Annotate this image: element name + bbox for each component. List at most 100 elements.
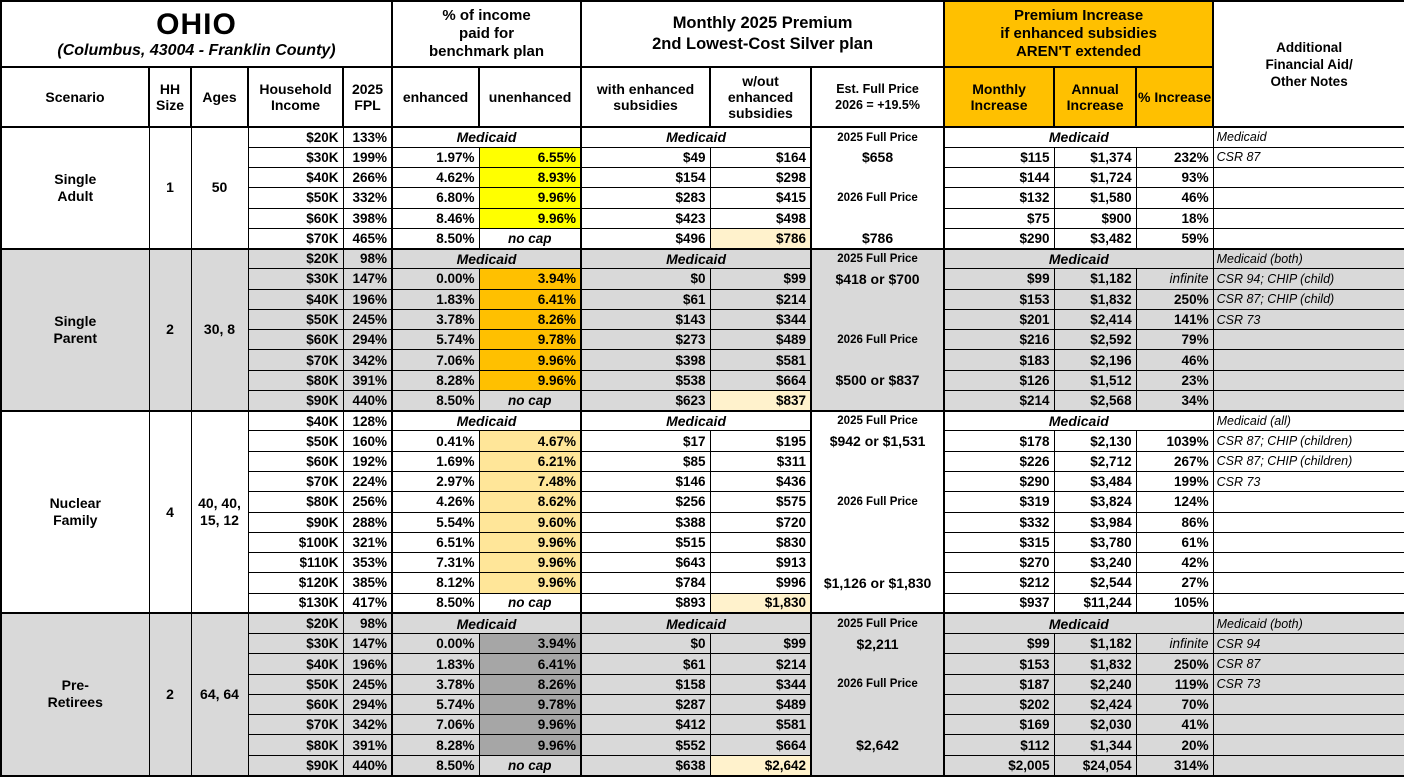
monthly-increase-cell: $99 xyxy=(943,633,1055,655)
premium-without-subsidies-cell: $164 xyxy=(709,146,812,169)
annual-increase-cell: $2,030 xyxy=(1053,714,1137,736)
premium-with-subsidies-cell: $146 xyxy=(580,471,711,493)
est-full-price-cell: 2026 Full Price xyxy=(810,329,945,350)
income-cell: $40K xyxy=(247,653,344,675)
income-cell: $50K xyxy=(247,308,344,331)
fpl-cell: 192% xyxy=(342,450,393,473)
pct-increase-cell: 1039% xyxy=(1135,430,1214,452)
no-cap-cell: no cap xyxy=(478,227,582,250)
pct-increase-cell: 105% xyxy=(1135,592,1214,614)
monthly-increase-cell: $126 xyxy=(943,369,1055,391)
income-cell: $100K xyxy=(247,531,344,554)
premium-without-subsidies-cell: $996 xyxy=(709,572,812,594)
income-cell: $110K xyxy=(247,552,344,574)
scenario-cell: Nuclear Family xyxy=(0,409,150,614)
enhanced-pct-cell: 4.26% xyxy=(391,491,480,513)
annual-increase-cell: $2,424 xyxy=(1053,693,1137,716)
fpl-cell: 256% xyxy=(342,491,393,513)
annual-increase-cell: $2,240 xyxy=(1053,673,1137,695)
premium-without-subsidies-cell: $214 xyxy=(709,288,812,310)
enhanced-pct-cell: 5.54% xyxy=(391,511,480,533)
annual-increase-cell: $3,484 xyxy=(1053,471,1137,493)
pct-increase-cell: 93% xyxy=(1135,167,1214,189)
fpl-cell: 294% xyxy=(342,693,393,716)
premium-without-subsidies-cell: $415 xyxy=(709,187,812,209)
enhanced-pct-cell: 5.74% xyxy=(391,693,480,716)
est-full-price-cell xyxy=(810,309,945,330)
notes-cell: Medicaid (both) xyxy=(1212,612,1404,635)
unenhanced-pct-cell: 9.96% xyxy=(478,714,582,736)
est-full-price-cell xyxy=(810,532,945,553)
est-full-price-cell xyxy=(810,653,945,675)
est-full-price-cell xyxy=(810,694,945,715)
premium-with-subsidies-cell: $412 xyxy=(580,714,711,736)
premium-without-subsidies-cell: $1,830 xyxy=(709,592,812,614)
annual-increase-cell: $2,414 xyxy=(1053,308,1137,331)
enhanced-pct-cell: 7.06% xyxy=(391,349,480,371)
premium-without-subsidies-cell: $2,642 xyxy=(709,754,812,777)
premium-with-subsidies-cell: $287 xyxy=(580,693,711,716)
annual-increase-cell: $11,244 xyxy=(1053,592,1137,614)
pct-increase-cell: 119% xyxy=(1135,673,1214,695)
est-full-price-cell: $2,211 xyxy=(810,633,945,654)
pct-increase-cell: 18% xyxy=(1135,207,1214,229)
est-full-price-cell xyxy=(810,755,945,776)
annual-increase-cell: $3,984 xyxy=(1053,511,1137,533)
col-header-household-income: Household Income xyxy=(247,66,344,128)
income-cell: $130K xyxy=(247,592,344,614)
notes-cell: Medicaid (all) xyxy=(1212,409,1404,432)
fpl-cell: 224% xyxy=(342,471,393,493)
annual-increase-cell: $2,592 xyxy=(1053,329,1137,351)
annual-increase-cell: $2,544 xyxy=(1053,572,1137,594)
fpl-cell: 391% xyxy=(342,369,393,391)
est-full-price-cell: 2025 Full Price xyxy=(810,247,945,269)
enhanced-pct-cell: 8.28% xyxy=(391,734,480,756)
monthly-increase-cell: $212 xyxy=(943,572,1055,594)
est-full-price-cell xyxy=(810,552,945,573)
fpl-cell: 128% xyxy=(342,409,393,432)
fpl-cell: 321% xyxy=(342,531,393,554)
enhanced-pct-cell: 8.50% xyxy=(391,389,480,412)
premium-without-subsidies-cell: $489 xyxy=(709,329,812,351)
monthly-increase-cell: $270 xyxy=(943,552,1055,574)
medicaid-benchmark-span-cell: Medicaid xyxy=(391,247,582,270)
income-cell: $50K xyxy=(247,187,344,209)
income-cell: $80K xyxy=(247,369,344,391)
pct-increase-cell: 20% xyxy=(1135,734,1214,756)
pct-increase-cell: 61% xyxy=(1135,531,1214,554)
pct-increase-cell: 59% xyxy=(1135,227,1214,250)
monthly-increase-cell: $315 xyxy=(943,531,1055,554)
income-cell: $20K xyxy=(247,247,344,270)
premium-with-subsidies-cell: $388 xyxy=(580,511,711,533)
ages-cell: 64, 64 xyxy=(190,612,249,777)
monthly-increase-cell: $290 xyxy=(943,227,1055,250)
annual-increase-cell: $3,780 xyxy=(1053,531,1137,554)
fpl-cell: 391% xyxy=(342,734,393,756)
col-header-scenario: Scenario xyxy=(0,66,150,128)
premium-with-subsidies-cell: $538 xyxy=(580,369,711,391)
pct-increase-cell: 199% xyxy=(1135,471,1214,493)
fpl-cell: 147% xyxy=(342,268,393,290)
est-full-price-cell xyxy=(810,167,945,188)
fpl-cell: 196% xyxy=(342,288,393,310)
notes-cell xyxy=(1212,552,1404,574)
fpl-cell: 288% xyxy=(342,511,393,533)
annual-increase-cell: $2,568 xyxy=(1053,389,1137,412)
premium-with-subsidies-cell: $552 xyxy=(580,734,711,756)
unenhanced-pct-cell: 9.96% xyxy=(478,531,582,554)
medicaid-increase-span-cell: Medicaid xyxy=(943,247,1214,270)
col-header-hh-size: HH Size xyxy=(148,66,192,128)
premium-with-subsidies-cell: $158 xyxy=(580,673,711,695)
fpl-cell: 342% xyxy=(342,714,393,736)
annual-increase-cell: $24,054 xyxy=(1053,754,1137,777)
annual-increase-cell: $3,240 xyxy=(1053,552,1137,574)
premium-without-subsidies-cell: $786 xyxy=(709,227,812,250)
fpl-cell: 342% xyxy=(342,349,393,371)
premium-with-subsidies-cell: $893 xyxy=(580,592,711,614)
annual-increase-cell: $1,724 xyxy=(1053,167,1137,189)
annual-increase-cell: $900 xyxy=(1053,207,1137,229)
unenhanced-pct-cell: 9.96% xyxy=(478,734,582,756)
income-cell: $90K xyxy=(247,754,344,777)
est-full-price-cell xyxy=(810,451,945,472)
pct-increase-cell: 141% xyxy=(1135,308,1214,331)
